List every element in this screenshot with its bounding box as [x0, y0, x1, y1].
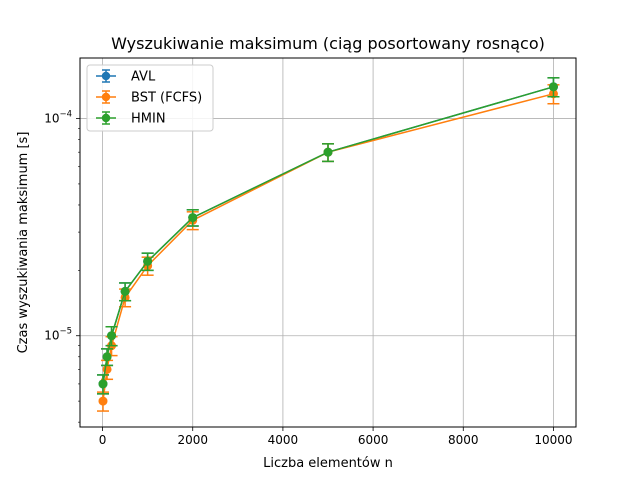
- legend-entry: AVL: [96, 69, 156, 85]
- legend-marker: [101, 71, 111, 81]
- legend-box: [86, 64, 214, 132]
- x-axis-label: Liczba elementów n: [263, 456, 393, 471]
- data-point: [102, 352, 112, 362]
- plot-area: [96, 77, 560, 412]
- x-tick-label: 4000: [268, 433, 299, 447]
- data-point: [120, 286, 130, 296]
- legend: AVL BST (FCFS) HMIN: [86, 64, 214, 132]
- x-tick-label: 10000: [534, 433, 572, 447]
- x-tick-label: 0: [99, 433, 107, 447]
- x-axis-ticks: 0 2000 4000 6000 8000 10000: [99, 427, 573, 447]
- data-point: [107, 331, 117, 341]
- x-tick-label: 8000: [448, 433, 479, 447]
- y-tick-label: 10−5: [44, 327, 72, 343]
- y-tick-label: 10−4: [44, 110, 72, 126]
- x-tick-label: 6000: [358, 433, 389, 447]
- data-point: [188, 213, 198, 223]
- legend-label: HMIN: [131, 112, 166, 127]
- y-axis-label: Czas wyszukiwania maksimum [s]: [16, 132, 31, 354]
- data-point: [548, 82, 558, 92]
- data-point: [98, 379, 108, 389]
- series-hmin: [96, 77, 560, 395]
- legend-entry: HMIN: [96, 111, 166, 127]
- legend-entry: BST (FCFS): [96, 90, 202, 106]
- data-point: [143, 256, 153, 266]
- data-point: [98, 396, 108, 406]
- legend-label: BST (FCFS): [131, 91, 202, 106]
- data-point: [102, 364, 112, 374]
- data-point: [323, 147, 333, 157]
- legend-label: AVL: [131, 70, 156, 85]
- x-tick-label: 2000: [177, 433, 208, 447]
- axes-frame: [79, 57, 577, 428]
- legend-marker: [101, 113, 111, 123]
- chart-title: Wyszukiwanie maksimum (ciąg posortowany …: [111, 34, 545, 53]
- legend-marker: [101, 92, 111, 102]
- y-axis-ticks: 10−5 10−4: [44, 110, 80, 343]
